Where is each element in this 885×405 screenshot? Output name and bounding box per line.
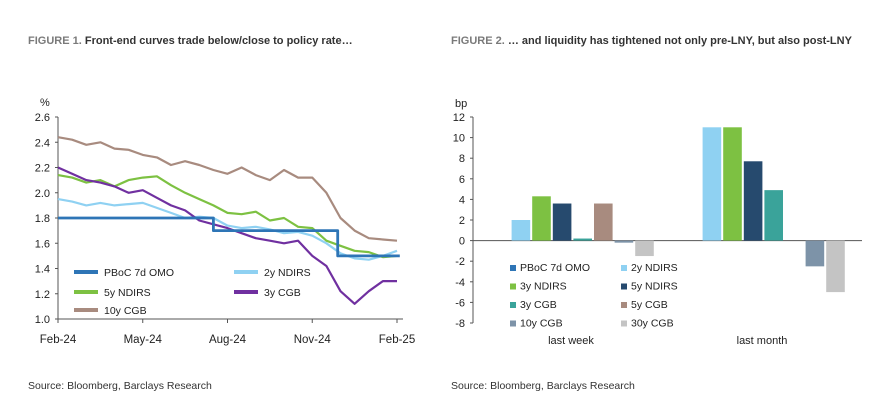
y-tick-label: 4 [459, 194, 465, 206]
y-tick-label: 1.0 [35, 314, 50, 326]
category-label: last month [737, 335, 788, 347]
category-label: last week [548, 335, 594, 347]
legend-label: 5y NDIRS [104, 287, 151, 299]
y-tick-label: 8 [459, 153, 465, 165]
figure2-title-text: … and liquidity has tightened not only p… [507, 35, 852, 47]
legend-label: 30y CGB [631, 318, 674, 330]
bar-5y-ndirs [743, 161, 763, 241]
y-tick-label: 2.0 [35, 188, 50, 200]
legend-swatch [510, 265, 516, 271]
legend-swatch [74, 270, 98, 274]
legend-swatch [510, 283, 516, 290]
bar-10y-cgb [805, 240, 825, 267]
legend-swatch [621, 320, 627, 327]
legend-label: 2y NDIRS [631, 262, 678, 274]
bar-30y-cgb [635, 240, 654, 257]
y-axis-unit: bp [455, 98, 467, 110]
bar-3y-cgb [573, 238, 592, 241]
bar-5y-cgb [594, 203, 613, 241]
legend-swatch [621, 302, 627, 308]
x-tick-label: Feb-24 [40, 334, 77, 346]
legend-label: 5y NDIRS [631, 281, 678, 293]
y-tick-label: -2 [455, 256, 465, 268]
y-tick-label: 2.6 [35, 112, 50, 124]
legend-swatch [234, 290, 258, 294]
y-tick-label: -6 [455, 297, 465, 309]
figure2-source: Source: Bloomberg, Barclays Research [451, 380, 635, 392]
x-tick-label: May-24 [124, 334, 163, 346]
legend-label: 3y CGB [264, 287, 301, 299]
bar-5y-ndirs [552, 203, 572, 241]
x-tick-label: Aug-24 [209, 334, 247, 346]
figure1-title: FIGURE 1. Front-end curves trade below/c… [28, 34, 408, 49]
y-tick-label: 1.2 [35, 289, 50, 301]
legend-swatch [74, 290, 98, 294]
y-tick-label: 1.8 [35, 213, 50, 225]
y-tick-label: 2.2 [35, 163, 50, 175]
legend-label: PBoC 7d OMO [104, 267, 174, 279]
bar-3y-ndirs [723, 127, 742, 241]
legend-label: PBoC 7d OMO [520, 262, 590, 274]
bar-2y-ndirs [511, 220, 531, 241]
legend-swatch [234, 270, 258, 274]
y-tick-label: -8 [455, 318, 465, 330]
figure1-source: Source: Bloomberg, Barclays Research [28, 380, 212, 392]
bar-2y-ndirs [702, 127, 722, 241]
figure2-title: FIGURE 2. … and liquidity has tightened … [451, 34, 871, 49]
legend-swatch [74, 308, 98, 312]
figure2-label: FIGURE 2. [451, 35, 505, 47]
legend-label: 3y NDIRS [520, 281, 567, 293]
x-tick-label: Feb-25 [379, 334, 415, 346]
series-line-pboc-7d-omo [58, 216, 400, 258]
y-tick-label: 6 [459, 174, 465, 186]
series-line-3y-cgb [57, 166, 397, 305]
y-tick-label: 1.4 [35, 264, 50, 276]
legend-label: 5y CGB [631, 299, 668, 311]
bar-3y-cgb [764, 190, 783, 241]
legend-swatch [510, 320, 516, 327]
y-tick-label: 0 [459, 236, 465, 248]
legend-label: 2y NDIRS [264, 267, 311, 279]
legend-label: 3y CGB [520, 299, 557, 311]
bar-10y-cgb [614, 240, 634, 243]
series-line-2y-ndirs [57, 198, 398, 261]
figure1-label: FIGURE 1. [28, 35, 82, 47]
bar-3y-ndirs [532, 196, 551, 241]
y-tick-label: 10 [453, 133, 465, 145]
series-line-10y-cgb [57, 136, 398, 242]
y-tick-label: 1.6 [35, 238, 50, 250]
y-tick-label: 12 [453, 112, 465, 124]
legend-swatch [621, 283, 627, 290]
legend-swatch [510, 302, 516, 308]
bar-30y-cgb [826, 240, 845, 293]
legend-label: 10y CGB [104, 305, 147, 317]
legend-label: 10y CGB [520, 318, 563, 330]
x-tick-label: Nov-24 [294, 334, 332, 346]
figure1-title-text: Front-end curves trade below/close to po… [84, 35, 353, 47]
y-tick-label: 2 [459, 215, 465, 227]
y-tick-label: -4 [455, 277, 465, 289]
y-tick-label: 2.4 [35, 137, 50, 149]
legend-swatch [621, 265, 627, 271]
y-axis-unit: % [40, 97, 50, 109]
